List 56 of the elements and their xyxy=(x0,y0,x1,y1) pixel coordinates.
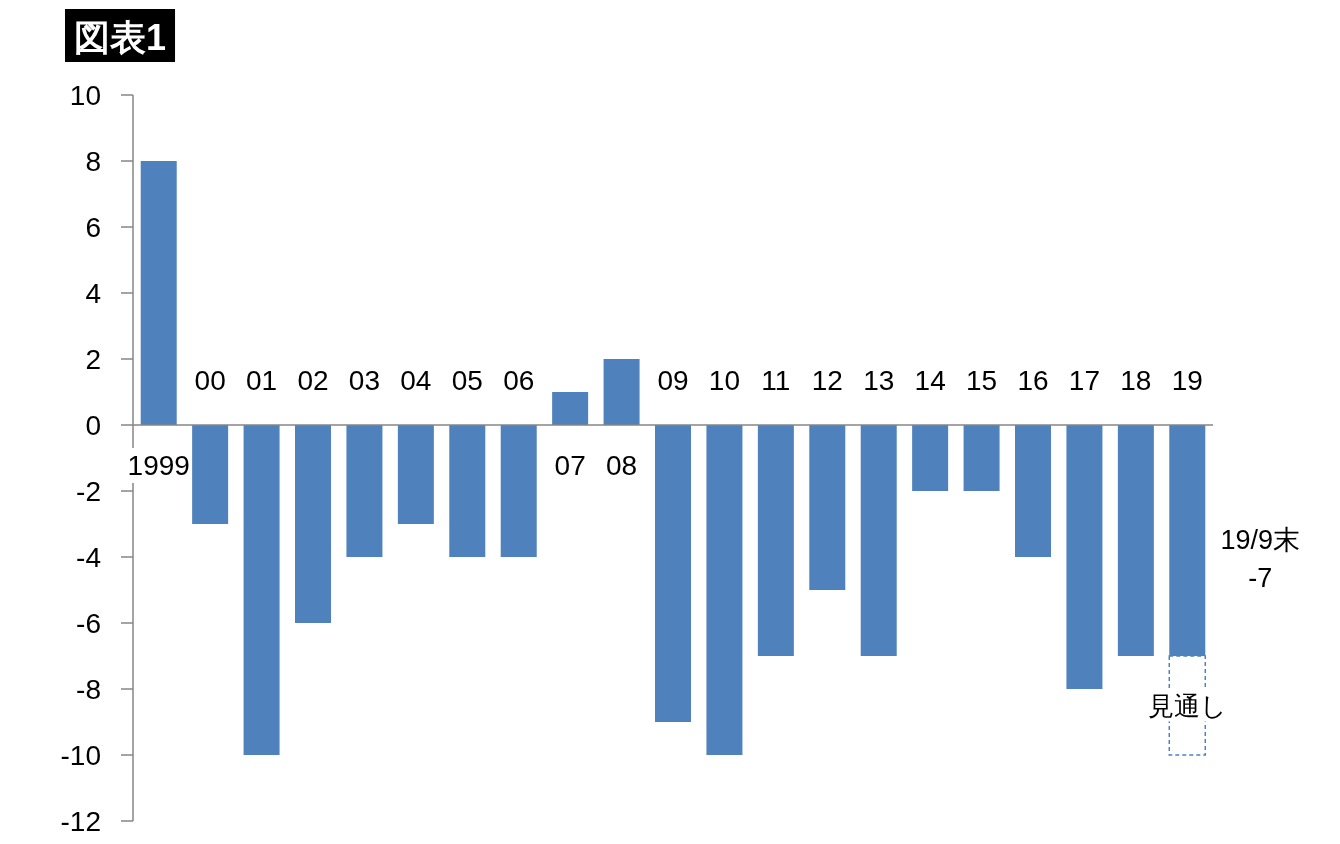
y-tick-label: 0 xyxy=(85,409,101,441)
x-tick-label: 05 xyxy=(451,365,483,396)
x-tick-label: 00 xyxy=(194,365,226,396)
y-tick-label: -2 xyxy=(76,475,101,507)
x-tick-label: 1999 xyxy=(127,450,190,481)
x-tick-label: 01 xyxy=(245,365,278,396)
y-tick-label: -6 xyxy=(76,607,101,639)
chart-title: 図表1 xyxy=(74,17,167,58)
x-tick-label: 07 xyxy=(554,450,586,481)
y-tick-label: 4 xyxy=(85,277,101,309)
y-tick-label: 6 xyxy=(85,211,101,243)
bar xyxy=(192,425,229,524)
x-tick-label: 11 xyxy=(761,365,791,396)
x-tick-label: 14 xyxy=(914,365,946,396)
y-tick-label: 2 xyxy=(85,343,101,375)
bar xyxy=(346,425,383,557)
bar xyxy=(860,425,897,656)
x-tick-label: 04 xyxy=(400,365,432,396)
x-tick-label: 16 xyxy=(1017,365,1049,396)
bar xyxy=(397,425,434,524)
bar xyxy=(809,425,846,590)
bar xyxy=(1015,425,1051,557)
y-tick-label: -8 xyxy=(76,673,101,705)
y-tick-label: -12 xyxy=(60,805,101,837)
bar xyxy=(243,425,280,755)
x-tick-label: 17 xyxy=(1068,365,1101,396)
bar xyxy=(500,425,537,557)
bar xyxy=(706,425,743,755)
x-tick-label: 13 xyxy=(863,365,895,396)
x-tick-label: 02 xyxy=(297,365,329,396)
bar xyxy=(603,359,640,425)
bar xyxy=(295,425,331,623)
x-tick-label: 08 xyxy=(605,450,638,481)
x-tick-label: 15 xyxy=(965,365,998,396)
y-tick-label: 8 xyxy=(85,145,101,177)
text: 19/9末 -7 xyxy=(1220,524,1301,593)
bar xyxy=(963,425,1000,491)
x-tick-label: 12 xyxy=(811,365,843,396)
x-tick-label: 09 xyxy=(657,365,689,396)
x-tick-label: 18 xyxy=(1120,365,1152,396)
bar xyxy=(655,425,691,722)
y-tick-label: 10 xyxy=(69,79,101,111)
bar xyxy=(1066,425,1103,689)
bar xyxy=(449,425,486,557)
x-tick-label: 03 xyxy=(348,365,381,396)
bar xyxy=(552,392,589,425)
y-tick-label: -10 xyxy=(60,739,101,771)
annotation: 見通し xyxy=(1147,690,1227,721)
y-tick-label: -4 xyxy=(76,541,101,573)
bar xyxy=(912,425,949,491)
bar xyxy=(140,161,177,425)
x-tick-label: 10 xyxy=(708,365,741,396)
x-tick-label: 19 xyxy=(1171,365,1203,396)
bar xyxy=(1117,425,1154,656)
bar xyxy=(757,425,794,656)
x-tick-label: 06 xyxy=(503,365,535,396)
